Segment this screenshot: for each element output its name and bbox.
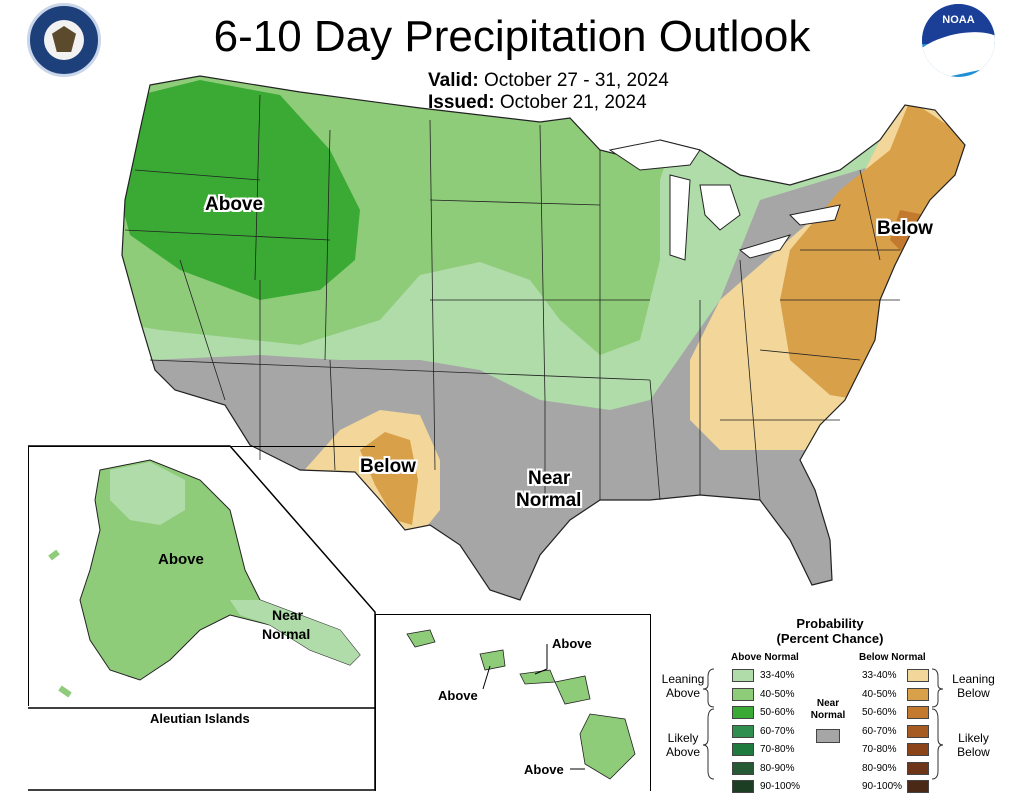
legend-above-row: 40-50% [732,687,807,702]
legend-above-swatch [732,743,754,756]
alaska-label-near-line2: Normal [262,626,311,642]
legend-above-heading: Above Normal [731,652,799,663]
legend-above-range-label: 80-90% [760,762,795,774]
hawaii-inset-frame [375,614,651,791]
noaa-logo-icon: NOAA [922,4,995,77]
legend-likely-above-line1: Likely [667,731,699,745]
hawaii-label-above-1: Above [552,636,592,651]
legend-below-row: 50-60% [862,705,937,720]
alaska-label-above: Above [158,551,204,568]
label-south-near-line2: Normal [516,490,582,511]
noaa-logo-text: NOAA [942,14,975,26]
aleutian-islands-label: Aleutian Islands [150,711,250,726]
legend-below-row: 60-70% [862,724,937,739]
legend-title-line1: Probability [796,616,864,631]
legend-above-range-label: 90-100% [760,781,801,792]
legend-below-range-label: 90-100% [862,781,903,792]
legend-below-range-label: 70-80% [862,744,897,755]
legend-below-row: 80-90% [862,761,937,776]
legend-above-row: 80-90% [732,761,807,776]
above-likely-region [122,80,360,300]
legend-above-row: 70-80% [732,742,807,757]
legend-below-row: 33-40% [862,668,937,683]
great-lakes [608,139,841,261]
legend-above-row: 50-60% [732,705,807,720]
label-south-near-line1: Near [528,468,571,489]
legend-below-swatch [907,724,929,738]
legend-below-heading: Below Normal [859,652,926,663]
legend-leaning-above-line2: Above [665,686,701,700]
legend-leaning-below-line2: Below [957,686,990,700]
valid-value: October 27 - 31, 2024 [483,70,669,91]
legend-braces [702,668,944,780]
legend-above-swatch [732,669,754,682]
legend-above-row: 60-70% [732,724,807,739]
legend-below-swatch [907,743,929,756]
legend-above-range-label: 50-60% [760,707,795,718]
alaska-label-near-line1: Near [272,607,304,623]
legend-above-range-label: 60-70% [760,725,795,737]
legend-below-range-label: 33-40% [862,670,897,681]
legend-below-swatch [907,761,929,775]
issued-label: Issued: [428,92,495,113]
alaska-map [28,445,376,791]
legend-below-swatch [907,687,929,701]
legend-below-range-label: 40-50% [862,688,897,700]
legend-near-swatch [816,729,840,743]
legend-above-range-label: 40-50% [760,688,795,700]
label-southwest-below: Below [360,456,416,477]
legend-above-swatch [732,724,754,738]
legend-likely-below: Likely Below [946,731,1001,759]
legend-below-range-label: 60-70% [862,725,897,737]
legend-leaning-above-line1: Leaning [661,672,705,686]
alaska-leaning-region [110,462,185,525]
issued-value: October 21, 2024 [499,92,647,113]
legend-above-swatch [732,761,754,775]
hawaii-map [406,629,636,780]
legend-above-row: 33-40% [732,668,807,683]
legend-above-range-label: 70-80% [760,744,795,755]
legend-leaning-above: Leaning Above [658,672,708,700]
legend-likely-below-line1: Likely [958,731,989,745]
below-40-50-region-southwest [360,432,418,525]
alaska-near-region [230,600,360,665]
legend-likely-below-line2: Below [957,745,990,759]
legend-below-row: 70-80% [862,742,937,757]
legend-leaning-below: Leaning Below [946,672,1001,700]
legend-above-swatch [732,706,754,719]
issued-date: Issued: October 21, 2024 [428,92,647,114]
label-northeast-below: Below [877,218,933,239]
legend-below-range-label: 50-60% [862,707,897,718]
map-title: 6-10 Day Precipitation Outlook [213,12,811,61]
legend-below-swatch [907,706,929,719]
legend-below-swatch [907,669,929,682]
legend-near-line1: Near [816,698,840,709]
legend-above-swatch [732,687,754,701]
valid-label: Valid: [428,70,479,91]
legend-likely-above-line2: Above [665,745,701,759]
hawaii-label-above-2: Above [438,688,478,703]
legend-leaning-below-line1: Leaning [952,672,995,686]
legend-likely-above: Likely Above [658,731,708,759]
department-of-commerce-seal-icon [27,3,101,77]
legend-title: Probability (Percent Chance) [745,616,915,646]
legend-above-range-label: 33-40% [760,670,795,681]
legend-below-row: 40-50% [862,687,937,702]
legend-below-range-label: 80-90% [862,762,897,774]
legend-near-line2: Normal [810,710,846,721]
label-northwest-above: Above [205,194,264,215]
valid-dates: Valid: October 27 - 31, 2024 [428,70,669,92]
legend-near-normal: Near Normal [808,698,848,722]
state-lines [124,94,900,501]
hawaii-label-above-3: Above [524,762,564,777]
legend-title-line2: (Percent Chance) [776,631,884,646]
